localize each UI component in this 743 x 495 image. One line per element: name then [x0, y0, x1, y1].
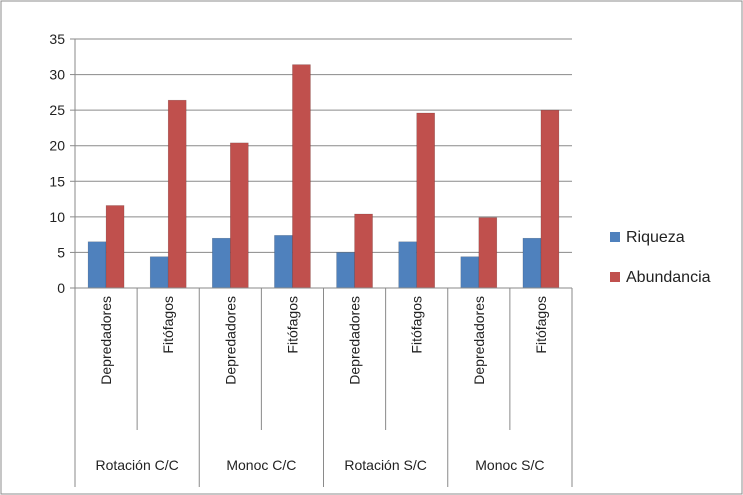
category-label: Fitófagos — [409, 296, 425, 354]
bars — [87, 64, 560, 289]
y-tick-label: 35 — [49, 31, 65, 47]
bar-riqueza-0 — [87, 241, 107, 289]
group-label: Rotación S/C — [344, 457, 426, 473]
category-label: Fitófagos — [160, 296, 176, 354]
group-label: Rotación C/C — [95, 457, 178, 473]
bar-riqueza-1 — [149, 256, 169, 289]
category-label: Depredadores — [347, 296, 363, 385]
y-tick-labels: 0 5 10 15 20 25 30 35 — [49, 31, 65, 296]
bar-abundancia-3 — [292, 64, 311, 289]
group-label: Monoc C/C — [226, 457, 296, 473]
category-label: Depredadores — [222, 296, 238, 385]
y-tick-label: 30 — [49, 67, 65, 83]
legend-label-abundancia: Abundancia — [626, 269, 711, 286]
bar-abundancia-1 — [167, 99, 187, 289]
y-tick-label: 10 — [49, 209, 65, 225]
bar-riqueza-2 — [212, 237, 231, 289]
category-label: Depredadores — [471, 296, 487, 385]
y-tick-label: 25 — [49, 102, 65, 118]
bar-riqueza-6 — [460, 256, 480, 289]
bar-riqueza-7 — [522, 237, 542, 289]
bar-abundancia-0 — [105, 205, 125, 289]
bar-riqueza-4 — [336, 252, 355, 289]
y-tick-label: 15 — [49, 173, 65, 189]
legend-swatch-abundancia — [610, 272, 620, 282]
bar-abundancia-2 — [230, 142, 249, 289]
legend-swatch-riqueza — [610, 232, 620, 242]
y-tick-label: 20 — [49, 138, 65, 154]
bar-abundancia-7 — [540, 109, 560, 289]
group-label: Monoc S/C — [475, 457, 544, 473]
y-tick-label: 0 — [57, 280, 65, 296]
category-label: Depredadores — [98, 296, 114, 385]
category-label: Fitófagos — [533, 296, 549, 354]
axes — [70, 38, 573, 487]
category-label: Fitófagos — [284, 296, 300, 354]
category-labels: Depredadores Fitófagos Depredadores Fitófag… — [98, 296, 549, 385]
y-tick-label: 5 — [57, 244, 65, 260]
bar-abundancia-5 — [416, 112, 435, 289]
bar-abundancia-4 — [354, 213, 373, 289]
bar-riqueza-5 — [398, 241, 417, 289]
legend-label-riqueza: Riqueza — [626, 229, 685, 246]
bar-abundancia-6 — [478, 217, 498, 289]
legend: Riqueza Abundancia — [610, 229, 711, 286]
group-labels: Rotación C/C Monoc C/C Rotación S/C Monoc S… — [95, 457, 544, 473]
bar-riqueza-3 — [274, 235, 293, 289]
